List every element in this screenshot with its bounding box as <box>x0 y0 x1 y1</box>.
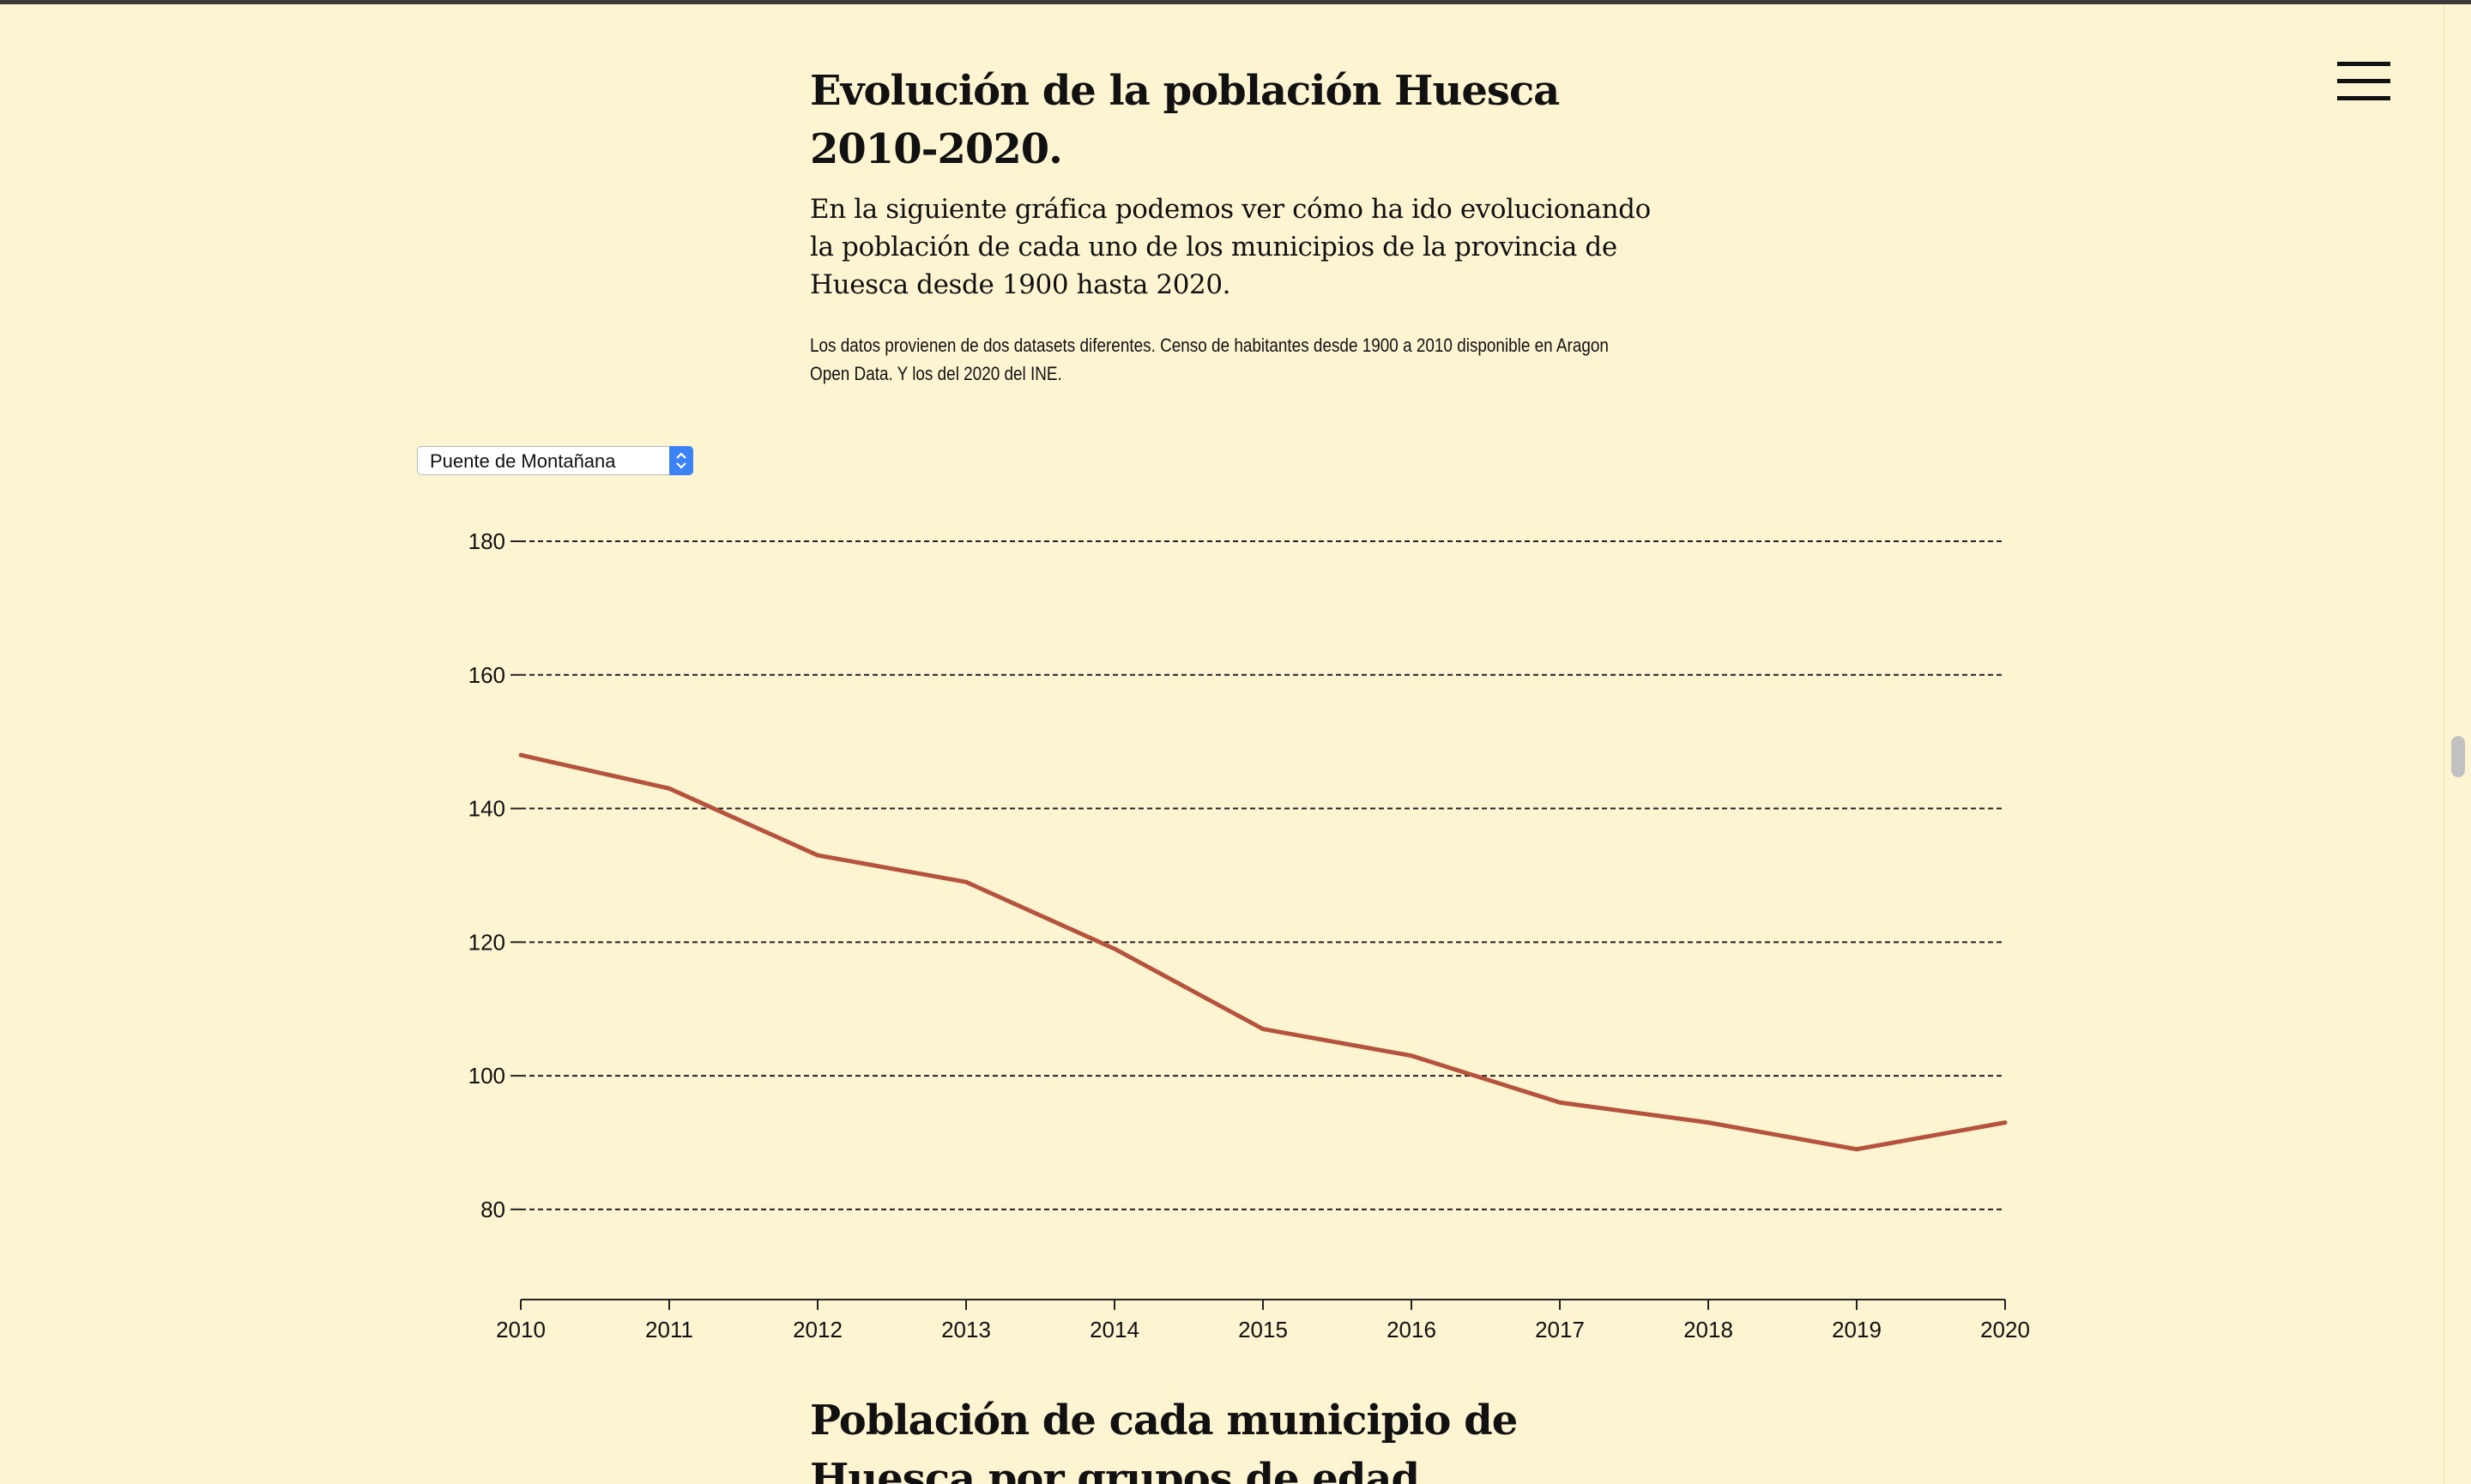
data-point <box>2003 1120 2008 1125</box>
data-point <box>667 786 672 791</box>
data-point <box>1409 1053 1414 1059</box>
scrollbar-thumb[interactable] <box>2451 736 2465 777</box>
y-tick-label: 180 <box>468 528 505 554</box>
municipality-select[interactable]: Puente de Montañana <box>417 446 693 475</box>
data-point <box>1706 1120 1711 1125</box>
y-tick-label: 160 <box>468 662 505 688</box>
x-tick-label: 2018 <box>1683 1317 1733 1342</box>
data-point <box>964 879 969 884</box>
x-tick-label: 2011 <box>645 1317 693 1342</box>
hamburger-menu-icon <box>2337 62 2390 66</box>
x-tick-label: 2020 <box>1980 1317 2030 1342</box>
y-tick-label: 100 <box>468 1063 505 1089</box>
data-point <box>1557 1100 1562 1105</box>
window-top-border <box>0 0 2471 4</box>
x-tick-label: 2016 <box>1387 1317 1436 1342</box>
x-tick-label: 2017 <box>1535 1317 1585 1342</box>
data-point <box>1854 1147 1859 1152</box>
series-line <box>520 752 2006 1152</box>
hamburger-menu-button[interactable] <box>2337 62 2390 101</box>
data-source-note: Los datos provienen de dos datasets dife… <box>810 335 1609 384</box>
y-tick-label: 140 <box>468 796 505 822</box>
data-point <box>1260 1027 1266 1032</box>
municipality-select-value: Puente de Montañana <box>430 450 616 472</box>
x-tick-label: 2015 <box>1238 1317 1288 1342</box>
data-point <box>1112 946 1117 951</box>
x-tick-label: 2013 <box>941 1317 991 1342</box>
y-tick-label: 120 <box>468 929 505 955</box>
data-point <box>518 752 523 757</box>
population-line-chart: 80 100 120 140 160 180 2010 2011 2012 2013 2014 201… <box>468 528 2030 1342</box>
x-tick-label: 2019 <box>1832 1317 1882 1342</box>
y-tick-label: 80 <box>480 1197 505 1222</box>
chevron-up-down-icon <box>669 446 693 475</box>
x-tick-label: 2014 <box>1090 1317 1139 1342</box>
page-title: Evolución de la población Huesca 2010-20… <box>810 67 1560 173</box>
intro-paragraph: En la siguiente gráfica podemos ver cómo… <box>810 194 1651 300</box>
section-title-age-groups: Población de cada municipio de Huesca po… <box>810 1397 1518 1484</box>
data-point <box>815 853 820 858</box>
x-tick-label: 2010 <box>496 1317 546 1342</box>
x-tick-label: 2012 <box>793 1317 843 1342</box>
